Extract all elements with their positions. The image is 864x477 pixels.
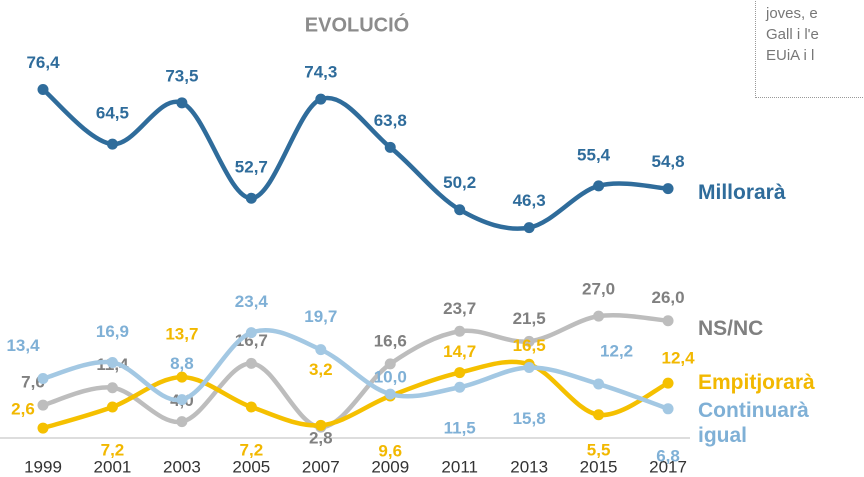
data-label: 14,7: [443, 342, 476, 361]
legend-label: Continuarà igual: [698, 399, 809, 447]
x-tick-label: 2015: [580, 457, 618, 476]
data-point: [37, 399, 49, 411]
data-point: [593, 180, 605, 192]
data-label: 64,5: [96, 104, 129, 123]
data-label: 23,7: [443, 299, 476, 318]
data-point: [37, 422, 49, 434]
data-label: 9,6: [378, 441, 402, 460]
data-label: 7,2: [101, 440, 125, 459]
x-tick-label: 2003: [163, 457, 201, 476]
data-point: [106, 401, 118, 413]
data-label: 16,6: [374, 331, 407, 350]
data-point: [523, 335, 535, 347]
data-point: [662, 403, 674, 415]
data-label: 27,0: [582, 280, 615, 299]
data-point: [593, 310, 605, 322]
x-tick-label: 2011: [441, 457, 478, 476]
data-label: 11,5: [444, 419, 476, 438]
note-line: joves, e: [766, 5, 818, 22]
data-label: 16,5: [513, 336, 546, 355]
data-point: [176, 394, 188, 406]
data-point: [523, 362, 535, 374]
data-label: 3,2: [309, 360, 333, 379]
data-point: [37, 373, 49, 385]
data-label: 21,5: [513, 309, 546, 328]
data-label: 2,6: [11, 400, 35, 419]
data-point: [523, 222, 535, 234]
data-point: [176, 371, 188, 383]
note-line: EUiA i l: [766, 47, 815, 64]
data-point: [662, 377, 674, 389]
data-label: 73,5: [165, 66, 198, 85]
data-point: [315, 93, 327, 105]
data-point: [662, 183, 674, 195]
data-point: [454, 204, 466, 216]
series-line: [40, 87, 671, 231]
data-label: 5,5: [587, 440, 611, 459]
data-label: 7,2: [240, 440, 264, 459]
x-tick-label: 2013: [510, 457, 548, 476]
data-label: 15,8: [513, 409, 546, 428]
data-label: 46,3: [513, 191, 546, 210]
note-box: joves, e Gall i l'e EUiA i l: [755, 0, 864, 98]
data-point: [384, 388, 396, 400]
note-line: Gall i l'e: [766, 26, 819, 43]
data-label: 8,8: [170, 354, 194, 373]
data-point: [245, 401, 257, 413]
data-point: [384, 358, 396, 370]
data-point: [245, 357, 257, 369]
data-label: 13,7: [165, 325, 198, 344]
data-point: [106, 382, 118, 394]
data-point: [245, 327, 257, 339]
data-label: 26,0: [652, 288, 685, 307]
legend-label: NS/NC: [698, 317, 764, 340]
data-label: 23,4: [235, 292, 269, 311]
data-point: [593, 409, 605, 421]
x-tick-label: 2017: [649, 457, 687, 476]
data-point: [384, 141, 396, 153]
x-tick-label: 2001: [94, 457, 132, 476]
data-point: [662, 315, 674, 327]
data-label: 12,4: [662, 349, 696, 368]
data-label: 10,0: [374, 368, 407, 387]
data-label: 16,9: [96, 322, 129, 341]
data-point: [37, 84, 49, 96]
x-tick-label: 1999: [24, 457, 62, 476]
data-label: 63,8: [374, 111, 407, 130]
chart-title: EVOLUCIÓ: [305, 12, 409, 36]
data-label: 50,2: [443, 173, 476, 192]
data-label: 12,2: [600, 342, 633, 361]
data-point: [454, 325, 466, 337]
data-point: [454, 381, 466, 393]
data-label: 54,8: [652, 152, 685, 171]
data-point: [454, 367, 466, 379]
data-point: [593, 378, 605, 390]
data-point: [245, 192, 257, 204]
data-point: [176, 416, 188, 428]
data-point: [176, 97, 188, 109]
x-tick-label: 2009: [371, 457, 409, 476]
data-label: 19,7: [304, 307, 337, 326]
x-tick-label: 2007: [302, 457, 340, 476]
data-label: 52,7: [235, 158, 268, 177]
data-label: 55,4: [577, 145, 611, 164]
legend-label: Empitjorarà: [698, 371, 815, 394]
x-tick-label: 2005: [232, 457, 270, 476]
data-label: 2,8: [309, 429, 333, 448]
data-point: [106, 356, 118, 368]
data-label: 74,3: [304, 63, 337, 82]
data-point: [315, 344, 327, 356]
data-label: 76,4: [26, 53, 60, 72]
legend-label: Millorarà: [698, 181, 786, 204]
data-label: 6,8: [656, 446, 680, 465]
series-line: [40, 328, 671, 412]
data-label: 13,4: [6, 336, 40, 355]
data-point: [315, 419, 327, 431]
data-point: [106, 138, 118, 150]
